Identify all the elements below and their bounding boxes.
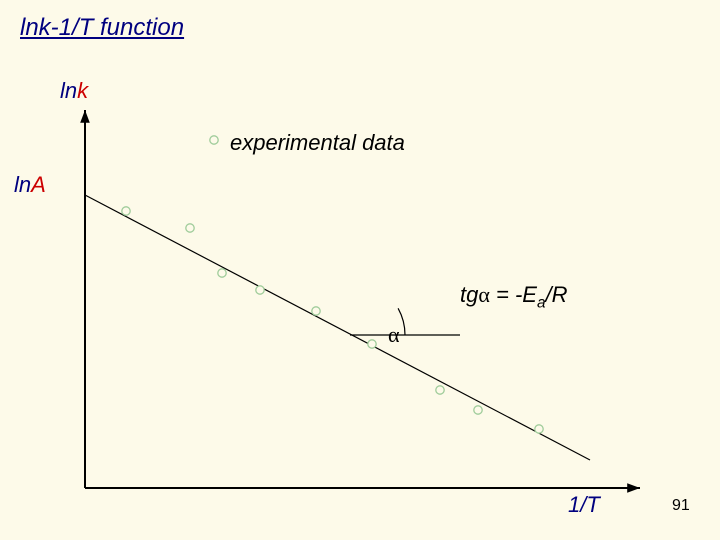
arrhenius-plot <box>0 0 720 540</box>
data-point-3 <box>256 286 264 294</box>
data-point-6 <box>436 386 444 394</box>
data-point-1 <box>186 224 194 232</box>
data-point-8 <box>535 425 543 433</box>
regression-line <box>85 195 590 460</box>
angle-arc <box>398 308 405 335</box>
data-point-2 <box>218 269 226 277</box>
x-axis-arrow <box>627 483 640 493</box>
data-point-5 <box>368 340 376 348</box>
slide: lnk-1/T function lnk lnA experimental da… <box>0 0 720 540</box>
y-axis-arrow <box>80 110 90 123</box>
data-point-4 <box>312 307 320 315</box>
data-point-0 <box>122 207 130 215</box>
legend-marker <box>210 136 218 144</box>
data-point-7 <box>474 406 482 414</box>
page-number: 91 <box>672 497 690 515</box>
